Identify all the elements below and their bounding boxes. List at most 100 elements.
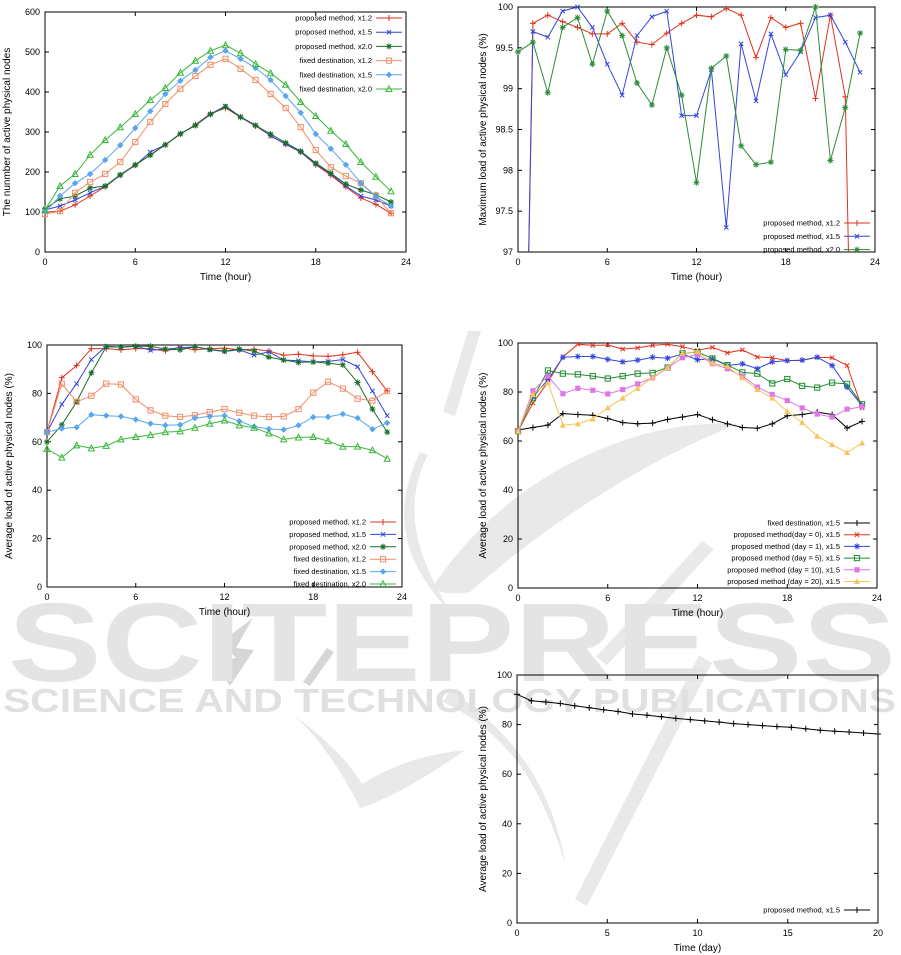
logo-swoosh [295,716,465,808]
y-axis-title: Average load of active physical nodes (%… [4,373,15,559]
y-tick-label: 40 [503,485,513,495]
y-tick-label: 40 [32,485,42,495]
x-tick-label: 24 [870,257,880,267]
y-tick-label: 200 [25,167,40,177]
y-tick-label: 20 [502,868,512,878]
series-group [515,4,864,252]
legend-entry: proposed method, x1.5 [763,906,870,915]
series-group [514,691,881,738]
plot-axes: 0 6 12 18 24 0 100 200 300 400 500 600 Time (hour) Th… [2,7,411,283]
y-tick-label: 60 [502,769,512,779]
legend-entry: proposed method, x1.5 [289,530,396,539]
y-axis-title: Average load of active physical nodes (%… [478,706,489,892]
legend-entry: proposed method, x2.0 [295,42,402,51]
y-tick-label: 80 [502,720,512,730]
x-tick-label: 12 [220,257,230,267]
legend-entry: fixed destination, x1.5 [299,70,402,79]
series-proposed-method-x2.0 [42,103,394,212]
logo-swoosh-group [214,331,738,906]
x-axis-title: Time (day) [674,943,721,954]
legend-label: proposed method, x1.2 [289,518,366,527]
legend-label: proposed method, x2.0 [289,542,366,551]
legend: proposed method, x1.2 proposed method, x1… [289,518,396,589]
y-tick-label: 100 [27,340,42,350]
y-tick-label: 98 [503,165,513,175]
x-tick-label: 15 [783,928,793,938]
logo-swoosh [443,690,566,866]
y-tick-label: 100 [497,670,512,680]
y-tick-label: 500 [25,47,40,57]
y-tick-label: 99.5 [495,43,513,53]
x-tick-label: 10 [692,928,702,938]
x-axis-title: Time (hour) [200,272,251,283]
x-tick-label: 6 [133,592,138,602]
x-tick-label: 6 [133,257,138,267]
y-tick-label: 97 [503,247,513,257]
legend-label: proposed method (day = 10), x1.5 [727,565,840,574]
series-proposed-method-x1.2 [528,5,849,252]
x-tick-label: 6 [605,257,610,267]
chart-svg-maximum-load: 0 6 12 18 24 97 97.5 98 98.5 99 99.5 100 Time (hour)… [478,2,880,283]
x-tick-label: 24 [872,593,882,603]
legend-label: fixed destination, x2.0 [293,580,366,589]
series-proposed-method-x1.2 [44,344,391,436]
legend-label: fixed destination, x2.0 [299,85,372,94]
legend-label: fixed destination, x1.5 [299,70,372,79]
y-tick-label: 98.5 [495,125,513,135]
series-proposed-method-x2.0 [515,4,864,186]
y-tick-label: 40 [502,819,512,829]
y-tick-label: 100 [498,338,513,348]
legend: proposed method, x1.5 [763,906,870,915]
x-tick-label: 12 [692,593,702,603]
plot-axes: 0 6 12 18 24 0 20 40 60 80 100 Time (hour) Average l… [478,338,882,619]
x-tick-label: 18 [782,593,792,603]
series-fixed-destination-x1.5 [43,410,391,436]
legend-entry: fixed destination, x1.2 [299,56,402,65]
y-tick-label: 97.5 [495,206,513,216]
series-proposed-method-x1.5 [42,103,394,213]
series-proposed-method-x2.0 [44,343,391,445]
legend-label: proposed method, x1.2 [763,219,840,228]
x-tick-label: 0 [514,928,519,938]
chart-svg-average-load-longterm: 0 5 10 15 20 0 20 40 60 80 100 Time (day) Average lo… [478,670,883,954]
series-proposed-method-x1.5 [44,343,390,435]
legend-entry: fixed destination, x2.0 [293,580,396,589]
legend-entry: proposed method, x1.5 [295,28,402,37]
series-fixed-destination-x2.0 [43,416,392,462]
series-group [41,40,395,218]
y-axis-title: Average load of active physical nodes (%… [478,372,489,558]
legend-label: proposed method (day = 1), x1.5 [731,542,840,551]
chart-maximum-load: 0 6 12 18 24 97 97.5 98 98.5 99 99.5 100 Time (hour)… [450,0,901,290]
x-tick-label: 18 [781,257,791,267]
legend-label: fixed destination, x1.5 [767,519,840,528]
y-tick-label: 20 [32,534,42,544]
legend-label: proposed method, x1.2 [295,14,372,23]
y-tick-label: 0 [508,583,513,593]
x-tick-label: 0 [515,257,520,267]
plot-axes: 0 6 12 18 24 97 97.5 98 98.5 99 99.5 100 Time (hour)… [478,2,880,283]
watermark-subtitle: SCIENCE AND TECHNOLOGY PUBLICATIONS [3,682,896,719]
series-proposed-method-day-20-x1.5 [515,348,866,456]
legend-entry: proposed method (day = 20), x1.5 [727,577,870,586]
series-proposed-method-day-1-x1.5 [515,351,866,435]
y-tick-label: 80 [32,388,42,398]
legend-label: proposed method (day = 5), x1.5 [731,554,840,563]
x-tick-label: 12 [691,257,701,267]
y-tick-label: 99 [503,84,513,94]
legend-entry: proposed method, x1.2 [289,518,396,527]
legend-label: proposed method, x1.5 [289,530,366,539]
y-tick-label: 20 [503,534,513,544]
series-fixed-destination-x2.0 [41,40,395,213]
x-tick-label: 24 [401,257,411,267]
legend-entry: proposed method (day = 1), x1.5 [731,542,870,551]
x-tick-label: 20 [873,928,883,938]
legend-entry: fixed destination, x1.2 [293,555,396,564]
x-tick-label: 24 [397,592,407,602]
legend-entry: proposed method (day = 5), x1.5 [731,554,870,563]
chart-svg-average-load-days: 0 6 12 18 24 0 20 40 60 80 100 Time (hour) Average l… [478,338,882,619]
y-tick-label: 0 [37,582,42,592]
y-tick-label: 0 [35,247,40,257]
legend-entry: proposed method(day = 0), x1.5 [733,530,870,539]
chart-average-load-methods: 0 6 12 18 24 0 20 40 60 80 100 Time (hour) Average l… [0,330,430,620]
